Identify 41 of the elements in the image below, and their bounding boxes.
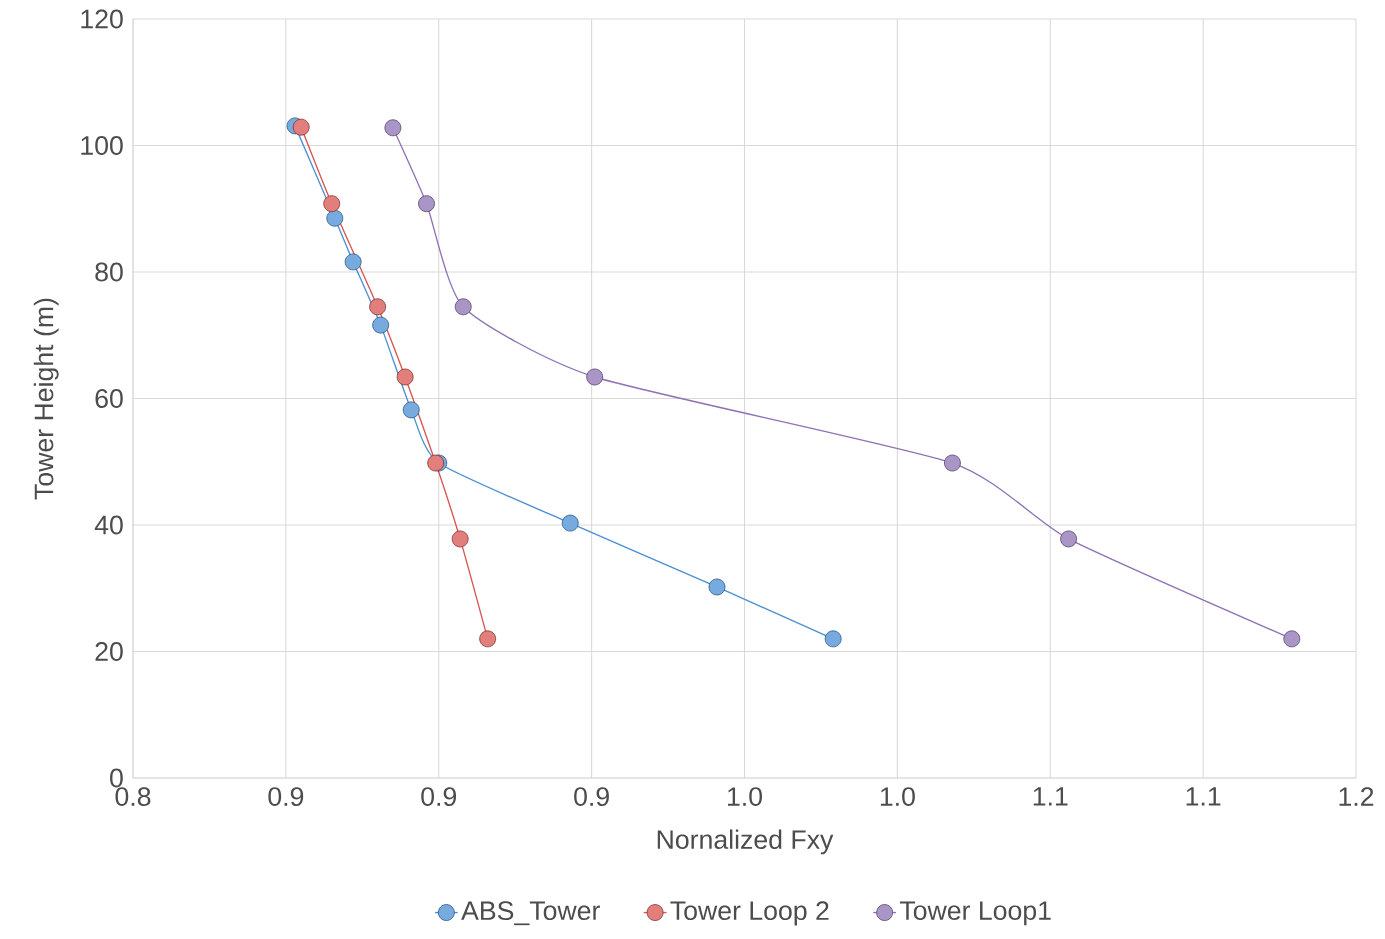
legend-label: Tower Loop1 [899, 901, 1051, 926]
x-tick-label: 0.9 [574, 787, 609, 807]
y-tick-label: 80 [95, 262, 123, 282]
y-axis-title: Tower Height (m) [33, 298, 59, 500]
point [824, 630, 842, 648]
legend-label: Tower Loop 2 [670, 901, 829, 926]
point [344, 253, 362, 271]
point [561, 514, 579, 532]
y-tick-label: 40 [94, 515, 123, 535]
point [402, 401, 420, 419]
point [396, 368, 414, 386]
legend-label: ABS_Tower [461, 901, 600, 926]
point [944, 454, 961, 472]
x-tick-label: 1.1 [1033, 787, 1068, 806]
x-tick-label: 1.1 [1186, 787, 1221, 806]
y-tick-label: 60 [95, 389, 123, 408]
point [1060, 530, 1077, 548]
point [451, 530, 469, 548]
x-tick-label: 0.9 [421, 787, 457, 807]
y-tick-label: 0 [110, 768, 123, 788]
y-tick-label: 100 [81, 136, 123, 155]
point [292, 118, 310, 136]
x-tick-label: 1.0 [728, 787, 762, 807]
x-tick-label: 0.8 [115, 787, 151, 807]
point [479, 630, 497, 648]
point [384, 119, 402, 137]
point [586, 368, 604, 386]
point [326, 209, 344, 227]
point [369, 298, 386, 316]
point [708, 578, 726, 596]
point [1283, 630, 1301, 648]
x-axis-title: Nornalized Fxy [657, 829, 834, 855]
x-tick-label: 1.0 [880, 787, 915, 807]
point [372, 316, 390, 334]
x-tick-label: 0.9 [268, 787, 304, 807]
y-tick-label: 120 [81, 9, 123, 29]
x-tick-label: 1.2 [1339, 787, 1374, 806]
point [418, 195, 435, 213]
point [454, 298, 472, 316]
point [323, 195, 341, 213]
y-tick-label: 20 [95, 642, 123, 661]
